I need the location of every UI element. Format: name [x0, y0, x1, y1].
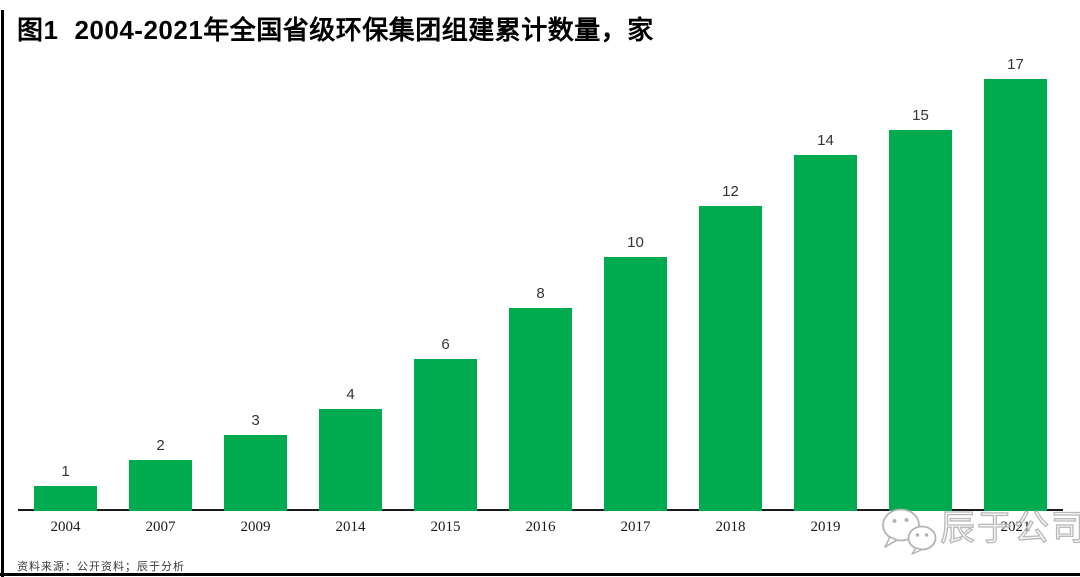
bar — [509, 308, 572, 511]
figure-label: 图1 — [17, 15, 59, 45]
bar-value-label: 15 — [912, 107, 929, 124]
x-axis-label: 2016 — [525, 519, 556, 535]
bar-value-label: 1 — [61, 463, 70, 480]
bar-value-label: 3 — [251, 412, 260, 429]
bar — [604, 257, 667, 511]
wechat-icon — [880, 508, 938, 555]
bar-value-label: 8 — [536, 285, 545, 302]
x-axis-label: 2014 — [335, 519, 366, 535]
page-border-bottom — [0, 573, 1080, 576]
bar — [129, 460, 192, 511]
bar — [414, 359, 477, 511]
bar-value-label: 14 — [817, 132, 834, 149]
source-note: 资料来源：公开资料；辰于分析 — [17, 561, 185, 573]
x-axis-label: 2009 — [240, 519, 271, 535]
bar — [34, 486, 97, 511]
watermark: 辰于公司 — [878, 502, 1080, 560]
x-axis-label: 2004 — [50, 519, 81, 535]
bar-value-label: 4 — [346, 386, 355, 403]
page-title: 2004-2021年全国省级环保集团组建累计数量，家 — [74, 15, 654, 45]
bar — [699, 206, 762, 511]
bar-value-label: 2 — [156, 437, 165, 454]
page-border-left — [1, 10, 4, 577]
x-axis-label: 2021 — [1000, 519, 1031, 535]
bar — [794, 155, 857, 511]
bar-value-label: 10 — [627, 234, 644, 251]
bar — [984, 79, 1047, 511]
x-axis-label: 2018 — [715, 519, 746, 535]
x-axis-label: 2019 — [810, 519, 841, 535]
x-axis-label: 2007 — [145, 519, 176, 535]
x-axis-label: 2017 — [620, 519, 651, 535]
x-axis-label: 2015 — [430, 519, 461, 535]
watermark-text: 辰于公司 — [939, 508, 1080, 548]
bar-value-label: 6 — [441, 336, 450, 353]
bar-value-label: 12 — [722, 183, 739, 200]
bar — [224, 435, 287, 511]
bar — [319, 409, 382, 511]
bar — [889, 130, 952, 511]
bar-value-label: 17 — [1007, 56, 1024, 73]
chart-title-row: 图1 2004-2021年全国省级环保集团组建累计数量，家 — [17, 10, 654, 47]
